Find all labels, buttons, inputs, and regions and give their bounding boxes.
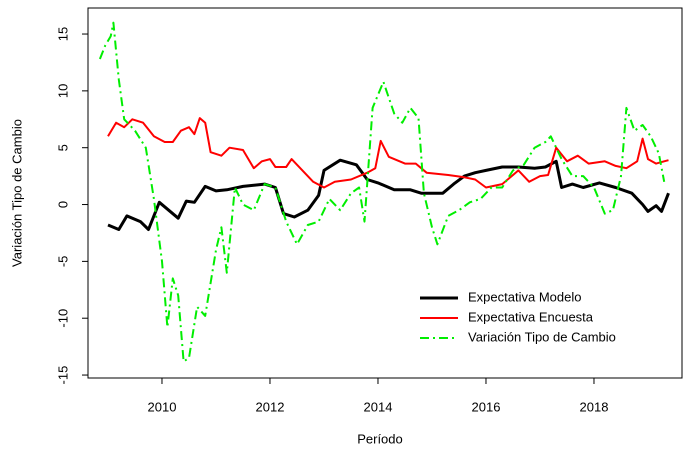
legend-label: Expectativa Encuesta <box>468 309 594 324</box>
y-tick-label: 5 <box>55 144 70 151</box>
plot-frame <box>87 7 683 379</box>
y-tick-label: -15 <box>55 366 70 385</box>
x-tick-label: 2016 <box>472 399 501 414</box>
y-tick-label: 10 <box>55 84 70 98</box>
x-tick-label: 2012 <box>256 399 285 414</box>
y-axis-label: Variación Tipo de Cambio <box>9 119 24 267</box>
series-line <box>98 21 666 363</box>
legend-label: Expectativa Modelo <box>468 289 581 304</box>
series-line <box>107 158 670 231</box>
x-tick-label: 2014 <box>364 399 393 414</box>
y-tick-label: -5 <box>55 256 70 268</box>
x-tick-label: 2010 <box>148 399 177 414</box>
y-tick-label: -10 <box>55 309 70 328</box>
x-tick-label: 2018 <box>580 399 609 414</box>
series-line <box>107 117 669 189</box>
x-axis-label: Período <box>357 431 403 446</box>
y-tick-label: 0 <box>55 201 70 208</box>
legend-label: Variación Tipo de Cambio <box>468 329 616 344</box>
y-tick-label: 15 <box>55 27 70 41</box>
